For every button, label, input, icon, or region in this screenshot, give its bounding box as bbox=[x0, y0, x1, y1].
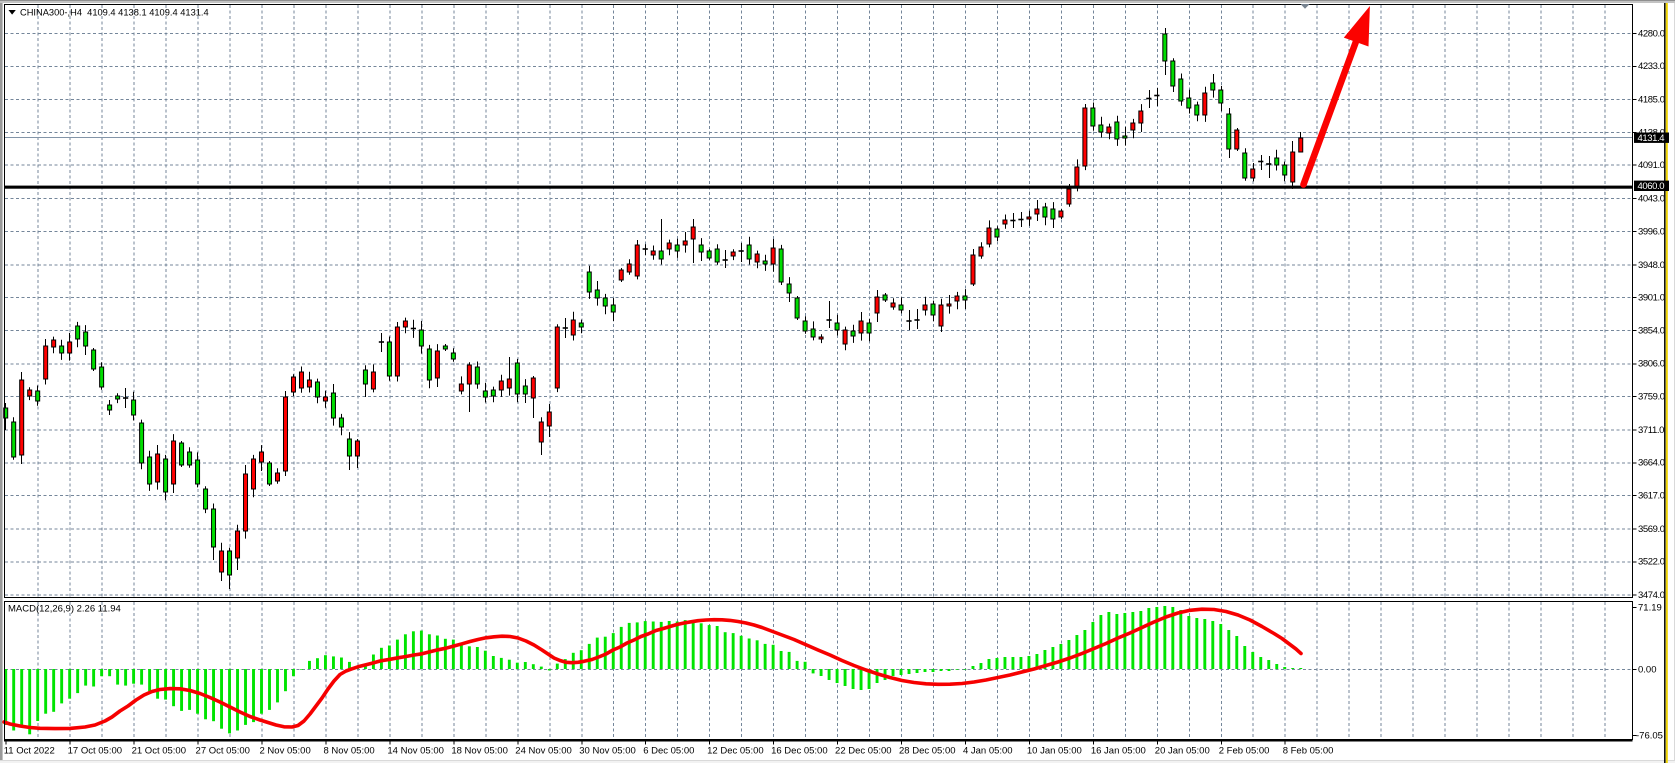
svg-text:8 Feb 05:00: 8 Feb 05:00 bbox=[1283, 746, 1334, 757]
svg-text:27 Oct 05:00: 27 Oct 05:00 bbox=[196, 746, 250, 757]
svg-text:4 Jan 05:00: 4 Jan 05:00 bbox=[963, 746, 1013, 757]
svg-text:17 Oct 05:00: 17 Oct 05:00 bbox=[68, 746, 122, 757]
svg-text:3996.0: 3996.0 bbox=[1638, 226, 1665, 237]
svg-text:10 Jan 05:00: 10 Jan 05:00 bbox=[1027, 746, 1082, 757]
svg-text:3759.0: 3759.0 bbox=[1638, 391, 1665, 402]
svg-text:4185.0: 4185.0 bbox=[1638, 95, 1665, 106]
svg-text:4043.0: 4043.0 bbox=[1638, 194, 1665, 205]
svg-text:18 Nov 05:00: 18 Nov 05:00 bbox=[451, 746, 508, 757]
svg-text:3569.0: 3569.0 bbox=[1638, 524, 1665, 535]
svg-text:3522.0: 3522.0 bbox=[1638, 557, 1665, 568]
svg-text:14 Nov 05:00: 14 Nov 05:00 bbox=[387, 746, 444, 757]
svg-text:4131.4: 4131.4 bbox=[1638, 133, 1665, 144]
svg-text:4091.0: 4091.0 bbox=[1638, 160, 1665, 171]
svg-text:24 Nov 05:00: 24 Nov 05:00 bbox=[515, 746, 572, 757]
svg-text:16 Jan 05:00: 16 Jan 05:00 bbox=[1091, 746, 1146, 757]
svg-text:12 Dec 05:00: 12 Dec 05:00 bbox=[707, 746, 764, 757]
svg-text:2 Nov 05:00: 2 Nov 05:00 bbox=[260, 746, 311, 757]
svg-text:30 Nov 05:00: 30 Nov 05:00 bbox=[579, 746, 636, 757]
svg-text:CHINA300-,H4 4109.4 4138.1 41: CHINA300-,H4 4109.4 4138.1 4109.4 4131.4 bbox=[20, 7, 209, 17]
svg-text:3711.0: 3711.0 bbox=[1638, 425, 1664, 436]
svg-text:0.00: 0.00 bbox=[1638, 665, 1657, 676]
svg-text:21 Oct 05:00: 21 Oct 05:00 bbox=[132, 746, 186, 757]
svg-text:4233.0: 4233.0 bbox=[1638, 61, 1665, 72]
svg-text:22 Dec 05:00: 22 Dec 05:00 bbox=[835, 746, 892, 757]
svg-text:16 Dec 05:00: 16 Dec 05:00 bbox=[771, 746, 828, 757]
svg-text:2 Feb 05:00: 2 Feb 05:00 bbox=[1219, 746, 1270, 757]
svg-text:11 Oct 2022: 11 Oct 2022 bbox=[4, 746, 55, 757]
svg-text:71.19: 71.19 bbox=[1638, 603, 1662, 614]
svg-text:3806.0: 3806.0 bbox=[1638, 359, 1665, 370]
svg-text:6 Dec 05:00: 6 Dec 05:00 bbox=[643, 746, 694, 757]
svg-text:3664.0: 3664.0 bbox=[1638, 458, 1665, 469]
svg-text:3901.0: 3901.0 bbox=[1638, 293, 1665, 304]
svg-text:20 Jan 05:00: 20 Jan 05:00 bbox=[1155, 746, 1210, 757]
svg-text:28 Dec 05:00: 28 Dec 05:00 bbox=[899, 746, 956, 757]
svg-text:8 Nov 05:00: 8 Nov 05:00 bbox=[323, 746, 374, 757]
svg-text:3854.0: 3854.0 bbox=[1638, 325, 1665, 336]
svg-text:4060.0: 4060.0 bbox=[1638, 181, 1665, 192]
svg-text:4280.0: 4280.0 bbox=[1638, 28, 1665, 39]
svg-text:3474.0: 3474.0 bbox=[1638, 590, 1665, 601]
svg-text:MACD(12,26,9) 2.26 11.94: MACD(12,26,9) 2.26 11.94 bbox=[8, 603, 121, 614]
svg-text:3948.0: 3948.0 bbox=[1638, 260, 1665, 271]
svg-text:-76.05: -76.05 bbox=[1636, 731, 1663, 742]
svg-text:3617.0: 3617.0 bbox=[1638, 490, 1665, 501]
